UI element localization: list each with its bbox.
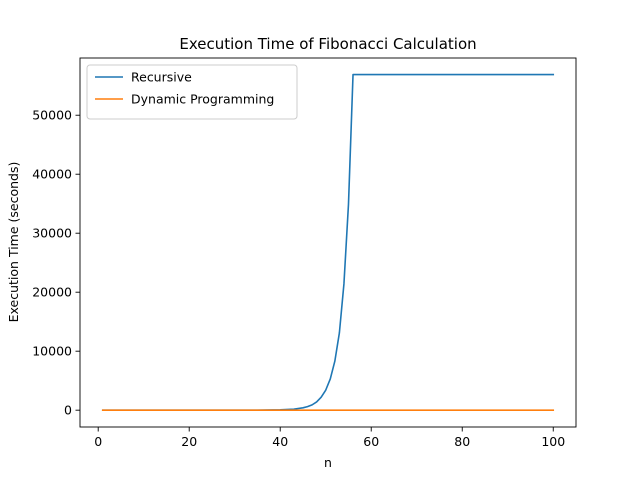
axes-layer: 0 20 40 60 80 100 0 10000 20000 30000 40000 50000 bbox=[32, 57, 577, 449]
x-tick-label: 60 bbox=[363, 434, 379, 449]
legend-box bbox=[86, 64, 298, 120]
y-axis-label: Execution Time (seconds) bbox=[6, 162, 21, 323]
legend: Recursive Dynamic Programming bbox=[86, 64, 298, 120]
y-tick-label: 10000 bbox=[32, 344, 72, 359]
series-layer bbox=[101, 73, 555, 411]
x-tick-label: 0 bbox=[94, 434, 102, 449]
y-tick-label: 30000 bbox=[32, 226, 72, 241]
y-tick-label: 40000 bbox=[32, 167, 72, 182]
chart-title: Execution Time of Fibonacci Calculation bbox=[179, 35, 476, 53]
y-tick-label: 20000 bbox=[32, 285, 72, 300]
x-axis-label: n bbox=[324, 455, 332, 470]
y-tick-label: 50000 bbox=[32, 108, 72, 123]
x-tick-label: 40 bbox=[272, 434, 288, 449]
y-tick-label: 0 bbox=[64, 403, 72, 418]
legend-label: Recursive bbox=[131, 70, 192, 85]
plot-frame bbox=[79, 57, 577, 428]
x-tick-label: 100 bbox=[541, 434, 565, 449]
x-tick-label: 80 bbox=[454, 434, 470, 449]
x-tick-label: 20 bbox=[181, 434, 197, 449]
legend-label: Dynamic Programming bbox=[131, 92, 274, 107]
